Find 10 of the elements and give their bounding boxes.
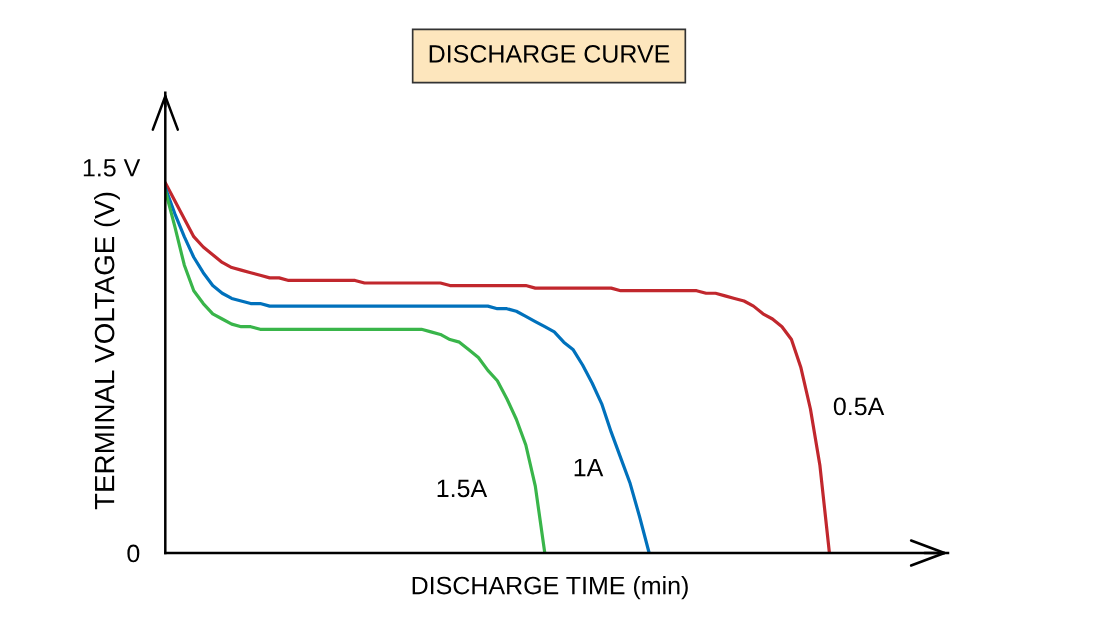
series-label: 0.5A [833,397,885,416]
line-series [165,186,651,553]
y-tick-label: 1.5 V [83,159,141,177]
line-series [165,181,832,553]
series-label: 1A [574,458,604,477]
y-axis-title: TERMINAL VOLTAGE (V) [94,192,120,510]
y-tick-label: 0 [127,544,140,563]
series-label: 1.5A [437,479,488,498]
x-axis-title: DISCHARGE TIME (min) [412,576,688,600]
chart-title: DISCHARGE CURVE [429,45,670,63]
